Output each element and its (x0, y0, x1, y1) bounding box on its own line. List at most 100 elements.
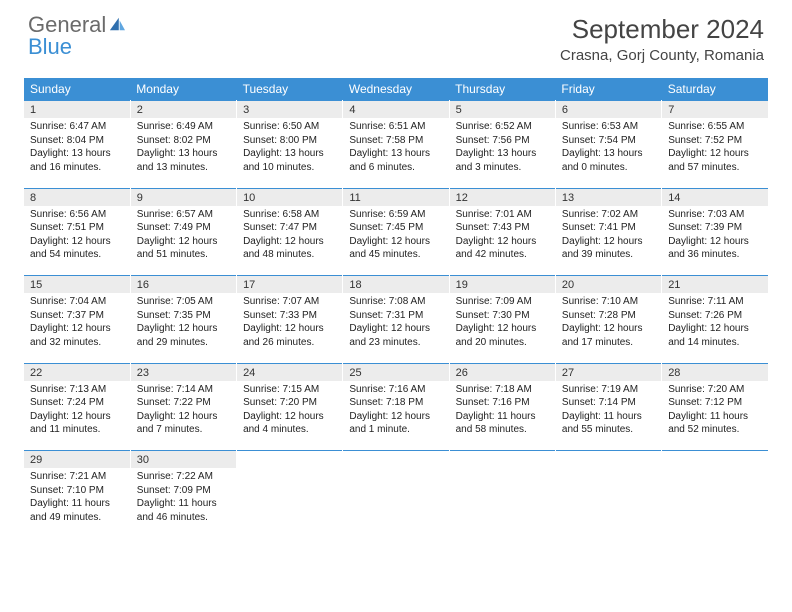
daylight-text-2: and 36 minutes. (668, 248, 762, 262)
daylight-text-2: and 32 minutes. (30, 336, 124, 350)
sunrise-text: Sunrise: 6:57 AM (137, 208, 230, 222)
week-num-row: 1234567 (24, 101, 768, 119)
day-number-cell: 29 (24, 451, 130, 469)
week-num-row: 2930 (24, 451, 768, 469)
day-number-cell: 26 (449, 363, 555, 381)
week-body-row: Sunrise: 7:13 AMSunset: 7:24 PMDaylight:… (24, 381, 768, 447)
sunrise-text: Sunrise: 7:02 AM (562, 208, 655, 222)
daylight-text-1: Daylight: 12 hours (349, 410, 442, 424)
sunset-text: Sunset: 7:30 PM (456, 309, 549, 323)
day-detail-cell: Sunrise: 6:49 AMSunset: 8:02 PMDaylight:… (130, 118, 236, 184)
day-detail-cell: Sunrise: 7:21 AMSunset: 7:10 PMDaylight:… (24, 468, 130, 534)
day-detail-cell: Sunrise: 7:18 AMSunset: 7:16 PMDaylight:… (449, 381, 555, 447)
daylight-text-1: Daylight: 13 hours (30, 147, 124, 161)
sunrise-text: Sunrise: 6:56 AM (30, 208, 124, 222)
day-detail-cell: Sunrise: 7:07 AMSunset: 7:33 PMDaylight:… (237, 293, 343, 359)
day-number-cell: 23 (130, 363, 236, 381)
day-number-cell: 5 (449, 101, 555, 119)
daylight-text-1: Daylight: 13 hours (137, 147, 230, 161)
sunset-text: Sunset: 7:14 PM (562, 396, 655, 410)
sunset-text: Sunset: 7:20 PM (243, 396, 336, 410)
day-number-cell: 6 (555, 101, 661, 119)
day-detail-cell: Sunrise: 7:22 AMSunset: 7:09 PMDaylight:… (130, 468, 236, 534)
sunset-text: Sunset: 7:39 PM (668, 221, 762, 235)
daylight-text-2: and 42 minutes. (456, 248, 549, 262)
daylight-text-2: and 55 minutes. (562, 423, 655, 437)
daylight-text-1: Daylight: 12 hours (30, 235, 124, 249)
day-number-cell: 28 (662, 363, 768, 381)
daylight-text-2: and 16 minutes. (30, 161, 124, 175)
day-detail-cell: Sunrise: 6:52 AMSunset: 7:56 PMDaylight:… (449, 118, 555, 184)
daylight-text-1: Daylight: 11 hours (456, 410, 549, 424)
sunrise-text: Sunrise: 7:08 AM (349, 295, 442, 309)
sunset-text: Sunset: 7:26 PM (668, 309, 762, 323)
sunset-text: Sunset: 8:04 PM (30, 134, 124, 148)
day-detail-cell: Sunrise: 7:19 AMSunset: 7:14 PMDaylight:… (555, 381, 661, 447)
daylight-text-2: and 48 minutes. (243, 248, 336, 262)
daylight-text-2: and 46 minutes. (137, 511, 230, 525)
sunrise-text: Sunrise: 7:10 AM (562, 295, 655, 309)
day-detail-cell: Sunrise: 6:51 AMSunset: 7:58 PMDaylight:… (343, 118, 449, 184)
sunrise-text: Sunrise: 7:05 AM (137, 295, 230, 309)
sunrise-text: Sunrise: 6:55 AM (668, 120, 762, 134)
day-detail-cell (662, 468, 768, 534)
sunset-text: Sunset: 7:31 PM (349, 309, 442, 323)
week-body-row: Sunrise: 6:47 AMSunset: 8:04 PMDaylight:… (24, 118, 768, 184)
daylight-text-1: Daylight: 12 hours (456, 235, 549, 249)
day-number-cell: 7 (662, 101, 768, 119)
daylight-text-2: and 51 minutes. (137, 248, 230, 262)
col-tue: Tuesday (237, 78, 343, 101)
day-number-cell (237, 451, 343, 469)
daylight-text-1: Daylight: 12 hours (668, 235, 762, 249)
daylight-text-2: and 0 minutes. (562, 161, 655, 175)
sunrise-text: Sunrise: 6:50 AM (243, 120, 336, 134)
sunrise-text: Sunrise: 7:19 AM (562, 383, 655, 397)
daylight-text-2: and 10 minutes. (243, 161, 336, 175)
sunset-text: Sunset: 7:43 PM (456, 221, 549, 235)
day-detail-cell: Sunrise: 7:04 AMSunset: 7:37 PMDaylight:… (24, 293, 130, 359)
logo: GeneralBlue (28, 14, 126, 58)
sunset-text: Sunset: 7:51 PM (30, 221, 124, 235)
day-number-cell: 18 (343, 276, 449, 294)
daylight-text-1: Daylight: 12 hours (456, 322, 549, 336)
day-detail-cell: Sunrise: 7:13 AMSunset: 7:24 PMDaylight:… (24, 381, 130, 447)
calendar-table: Sunday Monday Tuesday Wednesday Thursday… (24, 78, 768, 534)
day-detail-cell: Sunrise: 6:59 AMSunset: 7:45 PMDaylight:… (343, 206, 449, 272)
day-number-cell: 2 (130, 101, 236, 119)
day-detail-cell: Sunrise: 6:57 AMSunset: 7:49 PMDaylight:… (130, 206, 236, 272)
day-detail-cell: Sunrise: 7:16 AMSunset: 7:18 PMDaylight:… (343, 381, 449, 447)
daylight-text-1: Daylight: 12 hours (137, 322, 230, 336)
sunrise-text: Sunrise: 6:58 AM (243, 208, 336, 222)
daylight-text-1: Daylight: 12 hours (137, 235, 230, 249)
day-detail-cell: Sunrise: 7:09 AMSunset: 7:30 PMDaylight:… (449, 293, 555, 359)
sunrise-text: Sunrise: 7:15 AM (243, 383, 336, 397)
daylight-text-1: Daylight: 12 hours (668, 322, 762, 336)
daylight-text-1: Daylight: 11 hours (668, 410, 762, 424)
day-detail-cell: Sunrise: 7:01 AMSunset: 7:43 PMDaylight:… (449, 206, 555, 272)
col-fri: Friday (555, 78, 661, 101)
daylight-text-2: and 11 minutes. (30, 423, 124, 437)
week-body-row: Sunrise: 7:21 AMSunset: 7:10 PMDaylight:… (24, 468, 768, 534)
daylight-text-2: and 17 minutes. (562, 336, 655, 350)
sunset-text: Sunset: 8:02 PM (137, 134, 230, 148)
sunset-text: Sunset: 7:54 PM (562, 134, 655, 148)
week-num-row: 22232425262728 (24, 363, 768, 381)
col-sun: Sunday (24, 78, 130, 101)
day-number-cell: 17 (237, 276, 343, 294)
day-detail-cell: Sunrise: 7:05 AMSunset: 7:35 PMDaylight:… (130, 293, 236, 359)
day-number-cell: 1 (24, 101, 130, 119)
daylight-text-1: Daylight: 12 hours (562, 322, 655, 336)
day-detail-cell: Sunrise: 6:50 AMSunset: 8:00 PMDaylight:… (237, 118, 343, 184)
sunrise-text: Sunrise: 6:53 AM (562, 120, 655, 134)
daylight-text-1: Daylight: 12 hours (243, 235, 336, 249)
daylight-text-1: Daylight: 13 hours (456, 147, 549, 161)
sunset-text: Sunset: 7:56 PM (456, 134, 549, 148)
logo-text-blue: Blue (28, 34, 72, 59)
daylight-text-2: and 29 minutes. (137, 336, 230, 350)
sunrise-text: Sunrise: 7:07 AM (243, 295, 336, 309)
daylight-text-2: and 7 minutes. (137, 423, 230, 437)
day-detail-cell: Sunrise: 6:47 AMSunset: 8:04 PMDaylight:… (24, 118, 130, 184)
daylight-text-2: and 26 minutes. (243, 336, 336, 350)
month-title: September 2024 (560, 14, 764, 45)
daylight-text-2: and 6 minutes. (349, 161, 442, 175)
